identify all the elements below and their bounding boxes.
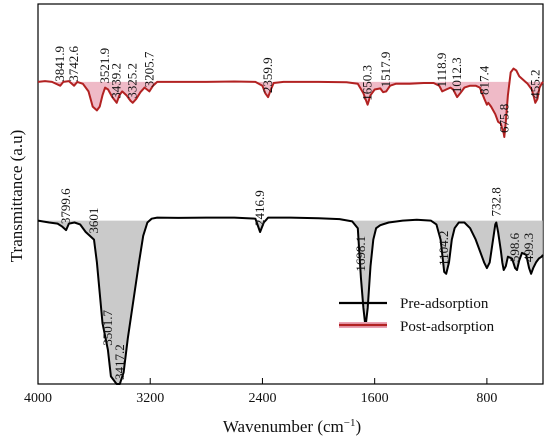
series-lines bbox=[37, 67, 544, 385]
y-axis-label: Transmittance (a.u) bbox=[7, 130, 26, 263]
peak-label-1-8: 1517.9 bbox=[378, 52, 393, 88]
legend-label-pre-adsorption: Pre-adsorption bbox=[400, 296, 489, 312]
peak-label-0-2: 3501.7 bbox=[100, 310, 115, 346]
legend: Pre-adsorption Post-adsorption bbox=[339, 296, 495, 335]
x-tick-label-2: 2400 bbox=[248, 391, 276, 406]
x-tick-label-0: 4000 bbox=[24, 391, 52, 406]
peak-label-1-5: 3205.7 bbox=[141, 51, 156, 87]
peak-label-1-13: 455.2 bbox=[527, 70, 542, 99]
peak-label-1-6: 2359.9 bbox=[260, 57, 275, 93]
legend-label-post-adsorption: Post-adsorption bbox=[400, 319, 495, 335]
peak-label-0-1: 3601 bbox=[86, 208, 101, 234]
x-tick-label-4: 800 bbox=[476, 391, 497, 406]
x-axis-label: Wavenumber (cm−1) bbox=[223, 417, 361, 436]
peak-label-0-7: 732.8 bbox=[488, 187, 503, 216]
series-1-line bbox=[37, 67, 544, 138]
peak-label-1-0: 3841.9 bbox=[52, 46, 67, 82]
peak-label-0-8: 598.6 bbox=[507, 232, 522, 262]
peak-label-1-7: 1650.3 bbox=[360, 65, 375, 101]
peak-label-1-9: 1118.9 bbox=[434, 53, 449, 88]
peak-label-0-3: 3417.2 bbox=[112, 344, 127, 380]
x-tick-label-3: 1600 bbox=[361, 391, 389, 406]
series-1-fill bbox=[38, 81, 543, 137]
peak-label-0-5: 1698.1 bbox=[353, 236, 368, 272]
x-axis-ticks: 4000 3200 2400 1600 800 bbox=[24, 378, 497, 406]
series-0-line bbox=[37, 216, 544, 385]
peak-label-1-3: 3439.2 bbox=[109, 63, 124, 99]
peak-label-1-11: 817.4 bbox=[476, 65, 491, 95]
peak-label-0-0: 3799.6 bbox=[58, 188, 73, 224]
plot-frame bbox=[37, 3, 544, 385]
peak-label-1-10: 1012.3 bbox=[449, 57, 464, 93]
peak-label-1-4: 3325.2 bbox=[125, 63, 140, 99]
peak-label-1-2: 3521.9 bbox=[97, 48, 112, 84]
peak-label-0-6: 1104.2 bbox=[436, 231, 451, 266]
peak-label-1-12: 675.8 bbox=[496, 104, 511, 133]
peak-label-0-4: 2416.9 bbox=[252, 190, 267, 226]
peak-label-1-1: 3742.6 bbox=[66, 45, 81, 81]
peak-label-0-9: 499.3 bbox=[521, 233, 536, 262]
x-tick-label-1: 3200 bbox=[136, 391, 164, 406]
